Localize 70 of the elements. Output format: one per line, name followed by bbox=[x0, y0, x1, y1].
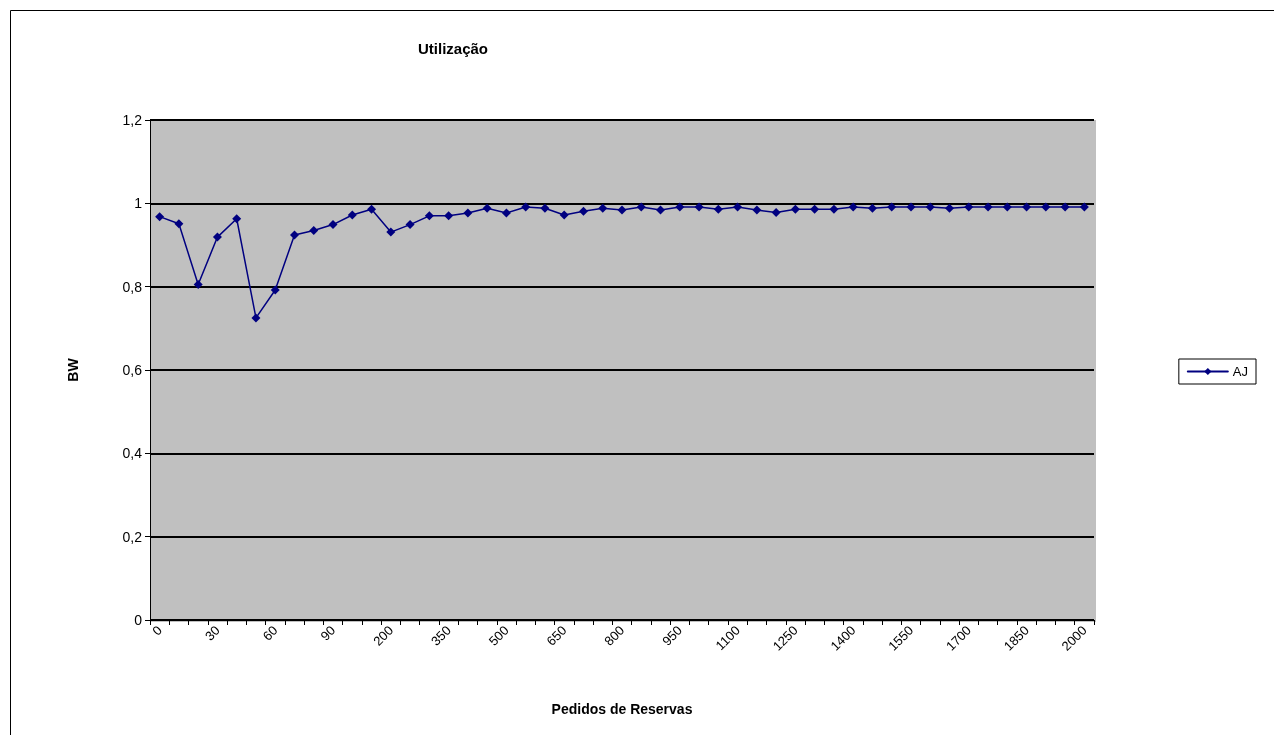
point bbox=[617, 205, 627, 215]
x-tick-label: 60 bbox=[259, 622, 281, 644]
x-tick-label: 500 bbox=[485, 622, 512, 649]
point bbox=[309, 225, 319, 235]
point bbox=[328, 220, 338, 230]
point bbox=[289, 230, 299, 240]
point bbox=[848, 202, 858, 212]
point bbox=[1041, 202, 1051, 212]
point bbox=[424, 211, 434, 221]
y-tick-label: 1 bbox=[134, 195, 143, 212]
point bbox=[771, 208, 781, 217]
point bbox=[251, 313, 261, 323]
point bbox=[1079, 202, 1089, 212]
point bbox=[347, 210, 357, 220]
x-axis-title: Pedidos de Reservas bbox=[551, 701, 693, 717]
y-tick-label: 0,2 bbox=[122, 528, 143, 545]
point bbox=[521, 202, 531, 212]
x-tick-label: 0 bbox=[149, 622, 165, 639]
point bbox=[925, 202, 935, 212]
x-tick-label: 800 bbox=[601, 622, 628, 649]
point bbox=[1002, 202, 1012, 212]
point bbox=[810, 204, 820, 214]
point bbox=[386, 227, 396, 237]
point bbox=[694, 202, 704, 212]
y-tick-label: 1,2 bbox=[122, 112, 143, 128]
x-tick-label: 650 bbox=[543, 622, 570, 649]
y-tick-label: 0 bbox=[134, 612, 143, 628]
point bbox=[155, 212, 165, 222]
point bbox=[733, 202, 743, 212]
point bbox=[656, 205, 666, 215]
point bbox=[829, 204, 839, 214]
x-tick-label: 350 bbox=[427, 622, 454, 649]
point bbox=[598, 203, 608, 213]
point bbox=[983, 202, 993, 212]
point bbox=[964, 202, 974, 212]
point bbox=[906, 202, 916, 212]
x-tick-label: 950 bbox=[659, 622, 686, 649]
chart-title: Utilização bbox=[417, 40, 489, 57]
point bbox=[752, 205, 762, 215]
point bbox=[501, 208, 511, 218]
point bbox=[193, 280, 203, 290]
point bbox=[1060, 202, 1070, 212]
y-tick-label: 0,8 bbox=[122, 278, 143, 295]
point bbox=[945, 203, 955, 213]
point bbox=[578, 206, 588, 216]
x-tick-label: 30 bbox=[201, 622, 223, 644]
point bbox=[482, 203, 492, 213]
point bbox=[887, 202, 897, 212]
point bbox=[444, 211, 454, 221]
legend-label: AJ bbox=[1232, 364, 1248, 379]
point bbox=[405, 220, 415, 230]
y-tick-label: 0,4 bbox=[122, 445, 143, 462]
point bbox=[1022, 202, 1032, 212]
point bbox=[270, 285, 280, 295]
point bbox=[675, 202, 685, 212]
point bbox=[540, 203, 550, 213]
y-axis-title: BW bbox=[65, 357, 81, 382]
point bbox=[559, 210, 569, 220]
point bbox=[174, 219, 184, 229]
point bbox=[367, 204, 377, 214]
point bbox=[232, 214, 242, 224]
x-tick-label: 200 bbox=[370, 622, 397, 649]
x-tick-label: 90 bbox=[317, 622, 339, 644]
point bbox=[636, 202, 646, 212]
y-tick-label: 0,6 bbox=[122, 362, 143, 378]
point bbox=[713, 204, 723, 214]
point bbox=[790, 204, 800, 214]
point bbox=[867, 203, 877, 213]
point bbox=[212, 232, 222, 242]
point bbox=[463, 208, 473, 218]
